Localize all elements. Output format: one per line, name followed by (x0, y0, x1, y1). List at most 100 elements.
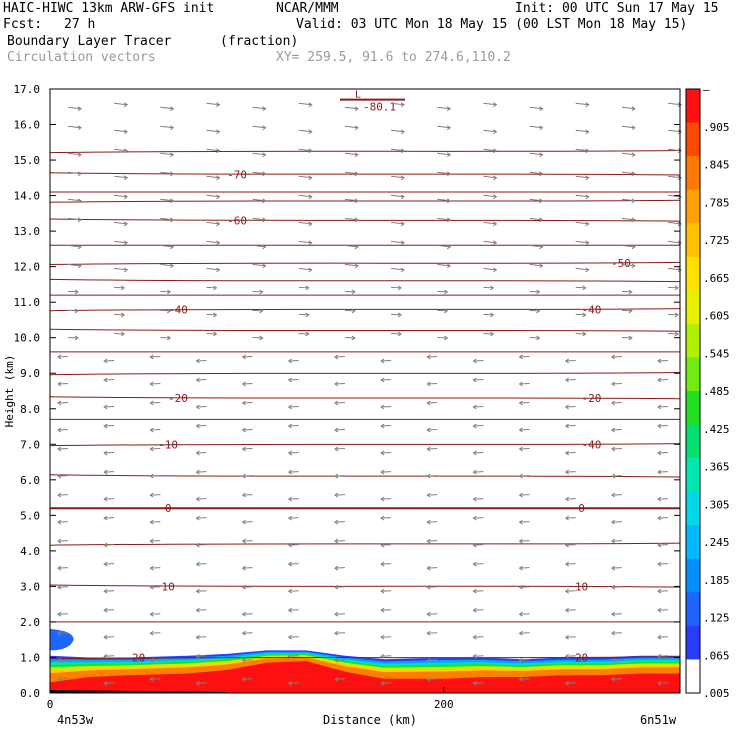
vector-arrow (473, 609, 484, 611)
vector-arrowhead (628, 308, 633, 314)
vector-arrow (114, 175, 128, 179)
vector-arrow (160, 171, 174, 175)
vector-arrow (160, 263, 174, 267)
vector-arrow (150, 567, 161, 569)
vector-arrow (381, 609, 392, 611)
contour-label: -70 (227, 168, 247, 181)
vector-arrow (160, 106, 174, 110)
vector-arrow (473, 682, 484, 684)
vector-arrowhead (426, 400, 431, 406)
vector-arrowhead (426, 565, 431, 571)
vector-arrow (657, 682, 669, 684)
vector-arrow (288, 655, 299, 657)
vector-arrow (575, 221, 589, 225)
x-end-label-left: 4n53w (57, 713, 94, 727)
vector-arrowhead (426, 381, 431, 387)
vector-arrowhead (354, 152, 359, 158)
vector-arrowhead (518, 584, 523, 590)
vector-arrowhead (57, 354, 62, 360)
y-tick-label: 12.0 (14, 261, 41, 274)
vector-arrow (473, 655, 484, 657)
vector-arrow (242, 567, 253, 569)
vector-arrow (104, 636, 115, 638)
vector-arrowhead (103, 423, 108, 429)
vector-arrow (196, 452, 207, 454)
vector-arrow (621, 290, 632, 293)
vector-arrow (657, 636, 669, 638)
vector-arrow (519, 448, 530, 450)
vector-arrow (114, 221, 128, 225)
vector-arrowhead (677, 102, 682, 108)
vector-arrowhead (564, 653, 569, 659)
vector-arrow (104, 517, 115, 519)
vector-arrowhead (149, 427, 154, 433)
y-tick-label: 5.0 (20, 509, 40, 522)
vector-arrowhead (380, 588, 385, 594)
y-tick-label: 7.0 (20, 438, 40, 451)
vector-arrowhead (472, 542, 477, 548)
vector-arrow (288, 406, 299, 408)
vector-arrowhead (287, 561, 293, 567)
vector-arrowhead (103, 358, 108, 364)
vector-arrow (57, 613, 69, 615)
vector-arrow (483, 267, 497, 271)
vector-arrowhead (287, 680, 293, 686)
vector-arrowhead (518, 519, 523, 525)
vector-arrowhead (77, 125, 82, 131)
vector-arrowhead (103, 496, 108, 502)
vector-arrow (57, 567, 69, 569)
vector-arrowhead (123, 221, 129, 227)
vector-arrowhead (149, 538, 154, 544)
vector-arrowhead (610, 630, 616, 636)
vector-arrowhead (149, 630, 154, 636)
vector-arrow (483, 332, 494, 335)
vector-arrowhead (57, 657, 62, 663)
vector-arrowhead (518, 492, 523, 498)
vector-arrowhead (426, 354, 431, 360)
vector-arrowhead (149, 473, 154, 479)
vector-arrow (150, 382, 161, 385)
vector-arrowhead (536, 289, 541, 295)
vector-arrow (150, 448, 161, 450)
vector-arrowhead (657, 588, 662, 594)
vector-arrowhead (657, 634, 662, 640)
vector-arrowhead (103, 404, 108, 410)
vector-arrow (252, 198, 266, 202)
vector-arrowhead (677, 240, 682, 246)
vector-arrow (611, 494, 622, 496)
vector-arrow (437, 152, 451, 156)
vector-arrowhead (582, 285, 587, 291)
vector-arrowhead (287, 469, 293, 475)
vector-arrowhead (380, 377, 385, 383)
vector-arrow (483, 148, 497, 152)
vector-arrowhead (334, 611, 339, 617)
vector-arrow (391, 332, 402, 335)
vector-arrow (611, 678, 622, 680)
vector-arrow (252, 336, 263, 339)
vector-arrow (150, 494, 161, 496)
vector-arrowhead (57, 676, 62, 682)
vector-arrowhead (400, 240, 405, 246)
vector-arrow (437, 106, 451, 110)
vector-arrowhead (564, 680, 569, 686)
vector-arrowhead (610, 446, 616, 452)
vector-arrowhead (400, 267, 405, 273)
vector-arrow (344, 171, 358, 175)
vector-arrowhead (518, 400, 523, 406)
vector-arrowhead (103, 450, 108, 456)
vector-arrow (437, 217, 451, 221)
header-org: NCAR/MMM (276, 1, 339, 16)
vector-arrowhead (241, 381, 246, 387)
vector-arrowhead (262, 263, 267, 269)
vector-arrowhead (354, 263, 359, 269)
colorbar-cell (686, 625, 700, 660)
vector-arrowhead (241, 400, 246, 406)
vector-arrowhead (354, 244, 359, 250)
vector-arrow (473, 590, 484, 592)
vector-arrowhead (610, 427, 616, 433)
vector-arrow (611, 521, 622, 523)
vector-arrow (657, 498, 669, 500)
vector-arrow (242, 429, 253, 431)
vector-arrowhead (308, 240, 313, 246)
vector-arrowhead (631, 198, 636, 204)
